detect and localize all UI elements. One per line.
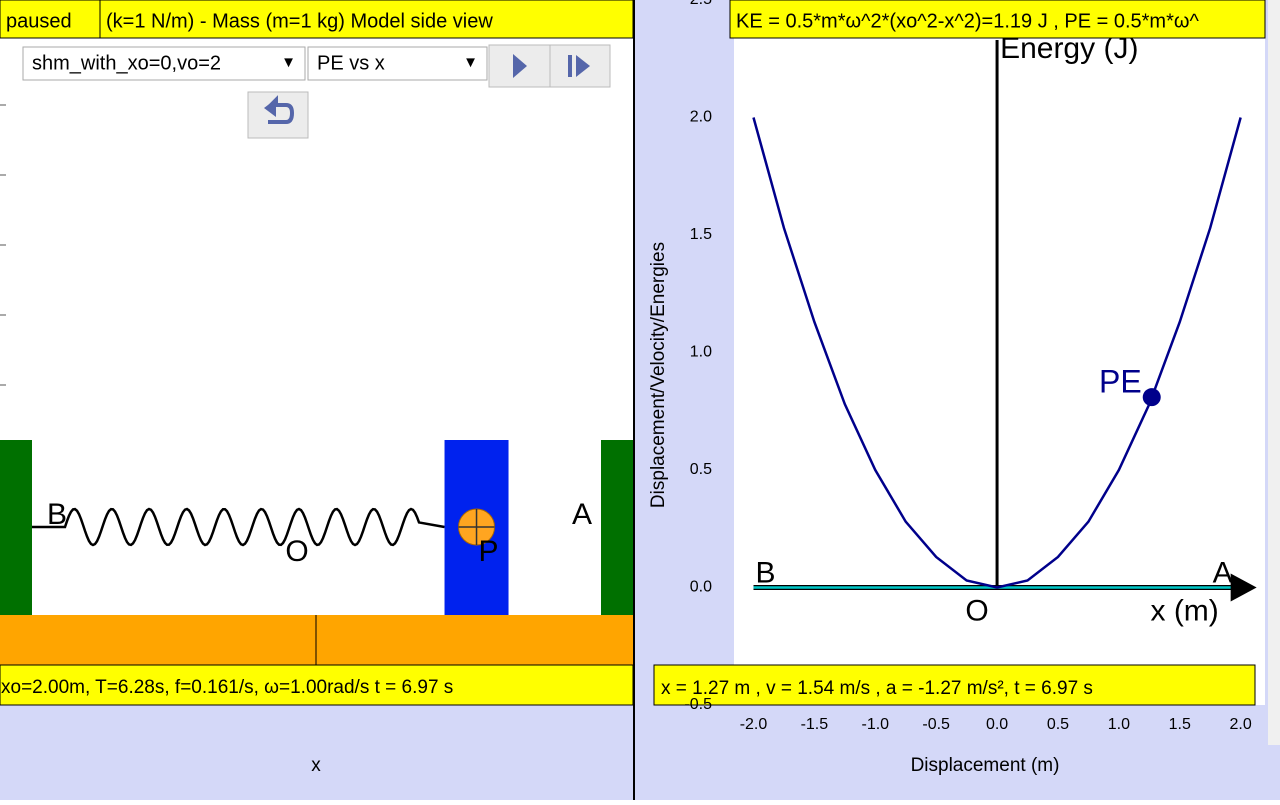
select-box[interactable] [307, 46, 488, 81]
y-tick-label: 0.5 [690, 461, 712, 478]
select-text[interactable]: PE vs x [317, 52, 385, 74]
info-text: x = 1.27 m , v = 1.54 m/s , a = -1.27 m/… [661, 678, 1093, 699]
left-wall [0, 440, 32, 615]
y-axis-label: Displacement/Velocity/Energies [648, 242, 669, 508]
top-bar [729, 0, 1266, 39]
reset-icon[interactable] [266, 95, 295, 124]
button[interactable] [488, 44, 551, 88]
info-bar [653, 664, 1256, 706]
pe-curve [752, 117, 1242, 589]
x-tick-label: -0.5 [922, 716, 950, 733]
scrollbar[interactable] [1268, 0, 1280, 745]
left-panel: P B A O paused (k=1 N/m) - Mass (m=1 kg)… [0, 0, 633, 776]
select-text[interactable]: shm_with_xo=0,vo=2 [32, 52, 221, 74]
annotation: x (m) [1150, 594, 1218, 627]
origin-label: O [285, 535, 308, 568]
y-tick-label: 2.0 [690, 109, 712, 126]
step-icon[interactable] [576, 55, 590, 77]
reset-icon[interactable] [264, 99, 276, 117]
annotation: A [1213, 556, 1233, 589]
x-tick-label: -1.5 [801, 716, 829, 733]
play-icon[interactable] [513, 54, 527, 78]
crosshair [458, 509, 495, 545]
select-box[interactable] [22, 46, 306, 81]
example-select[interactable]: shm_with_xo=0,vo=2 ▼ [22, 46, 306, 81]
y-tick-label: -0.5 [684, 696, 712, 713]
reset-button[interactable] [247, 91, 309, 139]
y-tick-label: 2.5 [690, 0, 712, 8]
mass-label: P [479, 535, 499, 568]
x-tick-label: -2.0 [740, 716, 768, 733]
x-tick-label: 2.0 [1230, 716, 1252, 733]
x-tick-label: 0.0 [986, 716, 1008, 733]
x-axis-label: Displacement (m) [911, 755, 1060, 776]
x-tick-label: 0.5 [1047, 716, 1069, 733]
info-text: xo=2.00m, T=6.28s, f=0.161/s, ω=1.00rad/… [1, 677, 453, 698]
step-icon[interactable] [568, 55, 572, 77]
y-tick-label: 1.5 [690, 226, 712, 243]
panel-title: (k=1 N/m) - Mass (m=1 kg) Model side vie… [106, 10, 493, 32]
energy-header: KE = 0.5*m*ω^2*(xo^2-x^2)=1.19 J , PE = … [736, 10, 1199, 32]
top-bar [0, 0, 633, 39]
spring [32, 507, 445, 547]
annotation: O [965, 594, 988, 627]
wall-label: A [572, 498, 592, 531]
mass: P [444, 440, 509, 615]
select-arrow[interactable]: ▼ [281, 54, 296, 71]
pe-marker [1142, 388, 1161, 407]
select-arrow[interactable]: ▼ [463, 54, 478, 71]
y-tick-label: 1.0 [690, 344, 712, 361]
left-plot-area [0, 38, 633, 665]
right-wall [601, 440, 633, 615]
x-axis-arrow [1230, 573, 1257, 602]
play-button[interactable] [488, 44, 551, 88]
x-tick-label: -1.0 [861, 716, 889, 733]
marker-label: PE [1099, 364, 1142, 400]
x-tick-label: 1.0 [1108, 716, 1130, 733]
annotation: B [755, 556, 775, 589]
y-tick-label: 0.0 [690, 579, 712, 596]
x-tick-label: 1.5 [1169, 716, 1191, 733]
status: paused [6, 10, 72, 32]
info-bar [0, 664, 633, 706]
wall-label: B [47, 498, 67, 531]
step-button[interactable] [549, 44, 611, 88]
x-axis-label: x [311, 755, 321, 776]
plot-select[interactable]: PE vs x ▼ [307, 46, 488, 81]
